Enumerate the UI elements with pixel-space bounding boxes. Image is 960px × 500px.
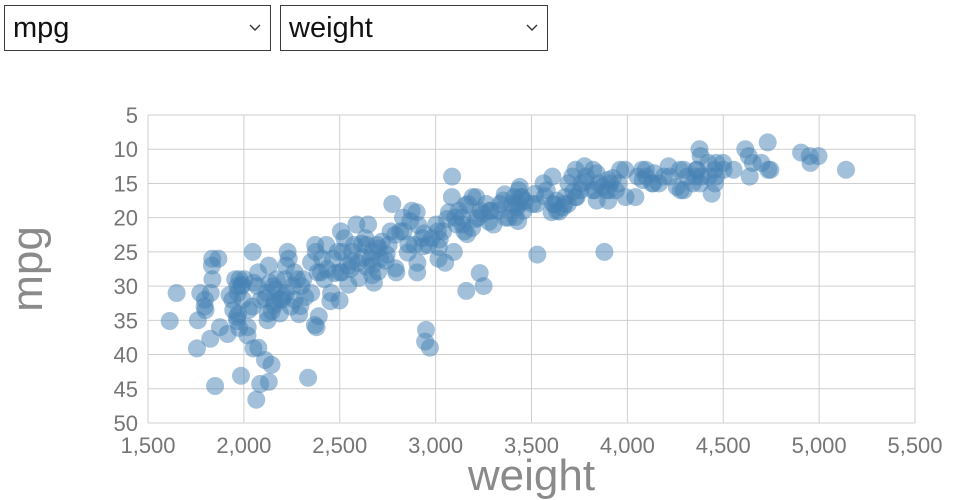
data-point: [262, 355, 281, 374]
data-point: [279, 249, 298, 268]
data-point: [740, 167, 759, 186]
data-point: [420, 338, 439, 357]
data-point: [187, 339, 206, 358]
y-variable-select[interactable]: mpg: [5, 6, 270, 50]
data-point: [359, 215, 378, 234]
y-tick-label: 15: [114, 171, 138, 196]
data-point: [326, 264, 344, 283]
data-point: [383, 195, 402, 213]
data-point: [299, 368, 318, 387]
x-axis-title: weight: [467, 451, 595, 500]
data-point: [167, 284, 186, 302]
data-point: [595, 242, 614, 261]
y-tick-label: 30: [114, 274, 138, 299]
data-point: [616, 188, 635, 207]
x-tick-label: 2,500: [312, 433, 367, 458]
x-tick-label: 5,000: [792, 433, 847, 458]
data-point: [267, 270, 286, 289]
data-point: [474, 277, 493, 296]
data-point: [309, 307, 328, 326]
x-tick-label: 5,500: [887, 433, 942, 458]
data-point: [417, 320, 435, 339]
data-point: [415, 224, 434, 243]
data-point: [206, 377, 225, 395]
y-tick-label: 35: [114, 308, 138, 333]
data-point: [408, 253, 427, 272]
y-tick-label: 5: [126, 103, 138, 128]
data-point: [247, 390, 266, 409]
data-point: [249, 338, 268, 357]
data-point: [243, 242, 262, 261]
data-point: [259, 372, 278, 391]
x-variable-select-wrapper: weight: [280, 5, 548, 51]
x-variable-select[interactable]: weight: [281, 6, 547, 50]
data-point: [229, 305, 248, 324]
data-point: [761, 160, 780, 179]
data-point: [209, 249, 228, 268]
data-point: [837, 160, 855, 179]
data-point: [440, 203, 458, 222]
data-point: [330, 291, 349, 310]
data-point: [196, 301, 215, 320]
data-point: [270, 304, 289, 323]
y-tick-label: 10: [114, 137, 138, 162]
data-point: [328, 242, 347, 261]
data-point: [443, 167, 462, 186]
data-point: [528, 245, 547, 264]
data-point: [442, 188, 461, 207]
data-point: [203, 270, 222, 289]
data-point: [499, 208, 518, 227]
data-point: [436, 253, 455, 272]
x-tick-label: 2,000: [216, 433, 271, 458]
data-point: [160, 312, 179, 330]
data-point: [201, 284, 220, 302]
y-axis-title: mpg: [3, 226, 52, 312]
data-point: [576, 173, 595, 192]
x-tick-label: 4,500: [696, 433, 751, 458]
data-point: [233, 275, 251, 294]
x-tick-label: 4,000: [600, 433, 655, 458]
y-tick-label: 20: [114, 206, 138, 231]
data-point: [232, 366, 250, 385]
y-variable-select-wrapper: mpg: [4, 5, 271, 51]
data-point: [587, 191, 606, 210]
data-point: [724, 160, 743, 179]
data-point: [457, 281, 476, 300]
data-point: [386, 225, 405, 244]
data-point: [387, 263, 406, 282]
x-tick-label: 1,500: [120, 433, 175, 458]
data-point: [604, 169, 622, 187]
data-point: [503, 195, 522, 213]
data-point: [302, 284, 321, 302]
y-tick-label: 40: [114, 343, 138, 368]
y-tick-label: 50: [114, 411, 138, 436]
x-tick-label: 3,500: [504, 433, 559, 458]
data-point: [543, 167, 562, 186]
data-point: [230, 318, 249, 337]
data-point: [294, 270, 313, 289]
data-point: [233, 290, 252, 309]
x-tick-label: 3,000: [408, 433, 463, 458]
data-point: [273, 290, 292, 309]
data-point: [809, 147, 828, 166]
data-point: [558, 195, 577, 213]
y-tick-label: 45: [114, 377, 138, 402]
data-point: [566, 160, 585, 179]
data-point: [259, 256, 278, 275]
data-point: [758, 133, 777, 152]
y-tick-label: 25: [114, 240, 138, 265]
